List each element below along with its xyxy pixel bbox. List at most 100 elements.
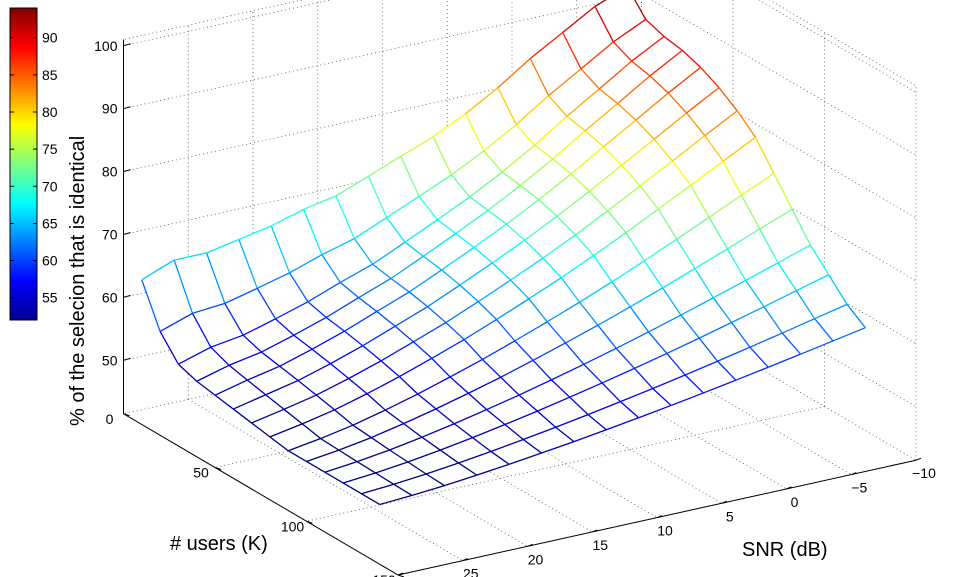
mesh-line-snr <box>458 450 492 464</box>
mesh-line-users <box>722 160 743 196</box>
surface-patch-fill <box>386 196 438 243</box>
x-axis-label: SNR (dB) <box>742 539 828 561</box>
mesh-line-users <box>529 58 550 96</box>
mesh-line-snr <box>418 174 452 197</box>
mesh-line-snr <box>562 5 596 33</box>
mesh-line-users <box>671 160 692 186</box>
colorbar: 55 60 65 70 75 80 85 90 <box>9 7 58 321</box>
mesh-line-users <box>731 322 751 348</box>
mesh-line-snr <box>261 334 295 353</box>
mesh-line-snr <box>782 318 815 334</box>
surface-patch-fill <box>257 272 308 319</box>
mesh-line-snr <box>477 279 511 303</box>
surface-patch-fill <box>407 450 459 474</box>
tick-labels: −10−50510152025300501001505060708090100 <box>94 38 936 577</box>
mesh-line-snr <box>598 60 633 90</box>
mesh-line-users <box>777 262 797 292</box>
mesh-line-users <box>538 199 558 217</box>
surface-patch-fill <box>376 291 428 327</box>
mesh-line-snr <box>368 155 402 177</box>
mesh-line-users <box>334 409 354 426</box>
surface-patch-fill <box>322 238 373 283</box>
surface-patch-fill <box>451 151 503 197</box>
mesh-line-snr <box>514 321 548 342</box>
mesh-line-users <box>224 303 244 336</box>
mesh-line-snr <box>703 379 737 394</box>
mesh-line-users <box>324 471 344 484</box>
mesh-line-snr <box>635 92 669 121</box>
mesh-line-snr <box>311 330 345 350</box>
mesh-line-users <box>251 422 271 438</box>
mesh-line-users <box>445 322 465 341</box>
mesh-line-users <box>435 408 455 425</box>
x-tick-label: 15 <box>592 537 608 553</box>
z-axis-label: % of the selecion that is identical <box>67 136 89 426</box>
mesh-line-users <box>307 301 327 318</box>
surface-patch-fill <box>713 280 764 323</box>
mesh-line-users <box>791 208 812 246</box>
mesh-line-users <box>634 0 647 20</box>
surface-patch-fill <box>593 232 645 282</box>
surface-patch-fill <box>338 437 390 462</box>
mesh-line-users <box>588 190 609 212</box>
mesh-line-snr <box>214 379 248 396</box>
mesh-line-users <box>297 380 317 396</box>
surface-patch-fill <box>367 376 418 411</box>
mesh-line-users <box>598 88 618 104</box>
mesh-line-snr <box>777 244 811 264</box>
surface-patch-fill <box>519 379 570 412</box>
surface-patch-fill <box>458 451 510 476</box>
mesh-line-users <box>510 279 530 300</box>
axis-lines <box>123 39 922 577</box>
surface-patch-fill <box>492 240 543 281</box>
surface-patch-fill <box>704 110 756 162</box>
surface-patch-fill <box>635 93 687 140</box>
x-tick-mark <box>915 457 922 461</box>
surface-patch-fill <box>288 438 339 462</box>
mesh-line-users <box>238 239 258 289</box>
surface-patch-fill <box>174 252 225 314</box>
mesh-line-users <box>534 144 554 160</box>
mesh-line-users <box>441 269 461 286</box>
mesh-line-users <box>814 318 834 342</box>
mesh-line-users <box>469 196 489 211</box>
mesh-line-snr <box>541 440 575 454</box>
mesh-line-snr <box>658 184 692 210</box>
x-tick-label: 0 <box>791 494 799 510</box>
surface-patch-fill <box>375 462 427 485</box>
mesh-line-snr <box>358 277 392 299</box>
mesh-line-snr <box>552 130 586 160</box>
mesh-line-snr <box>555 413 589 428</box>
mesh-line-users <box>372 263 392 280</box>
x-tick-mark <box>851 472 857 476</box>
mesh-line-users <box>686 112 706 137</box>
mesh-line-snr <box>722 136 756 162</box>
mesh-line-snr <box>537 396 570 412</box>
mesh-line-users <box>315 394 336 411</box>
surface-patch-fill <box>316 378 367 410</box>
surface-patch-fill <box>537 397 588 428</box>
mesh-line-users <box>393 483 413 496</box>
x-tick-mark <box>397 572 404 576</box>
surface-patch-fill <box>666 338 718 375</box>
mesh-line-snr <box>482 340 516 361</box>
mesh-line-snr <box>431 339 465 359</box>
mesh-line-users <box>303 209 323 255</box>
mesh-line-users <box>384 409 405 425</box>
surface-patch-fill <box>543 234 594 278</box>
mesh-line-users <box>555 426 575 443</box>
mesh-line-snr <box>174 252 207 261</box>
mesh-line-users <box>321 254 341 283</box>
mesh-line-users <box>773 172 793 210</box>
mesh-line-snr <box>441 246 475 271</box>
mesh-line-users <box>325 316 345 332</box>
mesh-line-snr <box>528 277 562 300</box>
mesh-line-snr <box>566 88 600 117</box>
mesh-line-snr <box>606 417 639 431</box>
mesh-line-snr <box>515 95 550 126</box>
mesh-line-snr <box>532 342 566 361</box>
mesh-line-users <box>570 173 590 192</box>
mesh-line-snr <box>476 463 510 476</box>
surface-patch-fill <box>552 130 604 174</box>
surface-patch-fill <box>607 185 659 233</box>
